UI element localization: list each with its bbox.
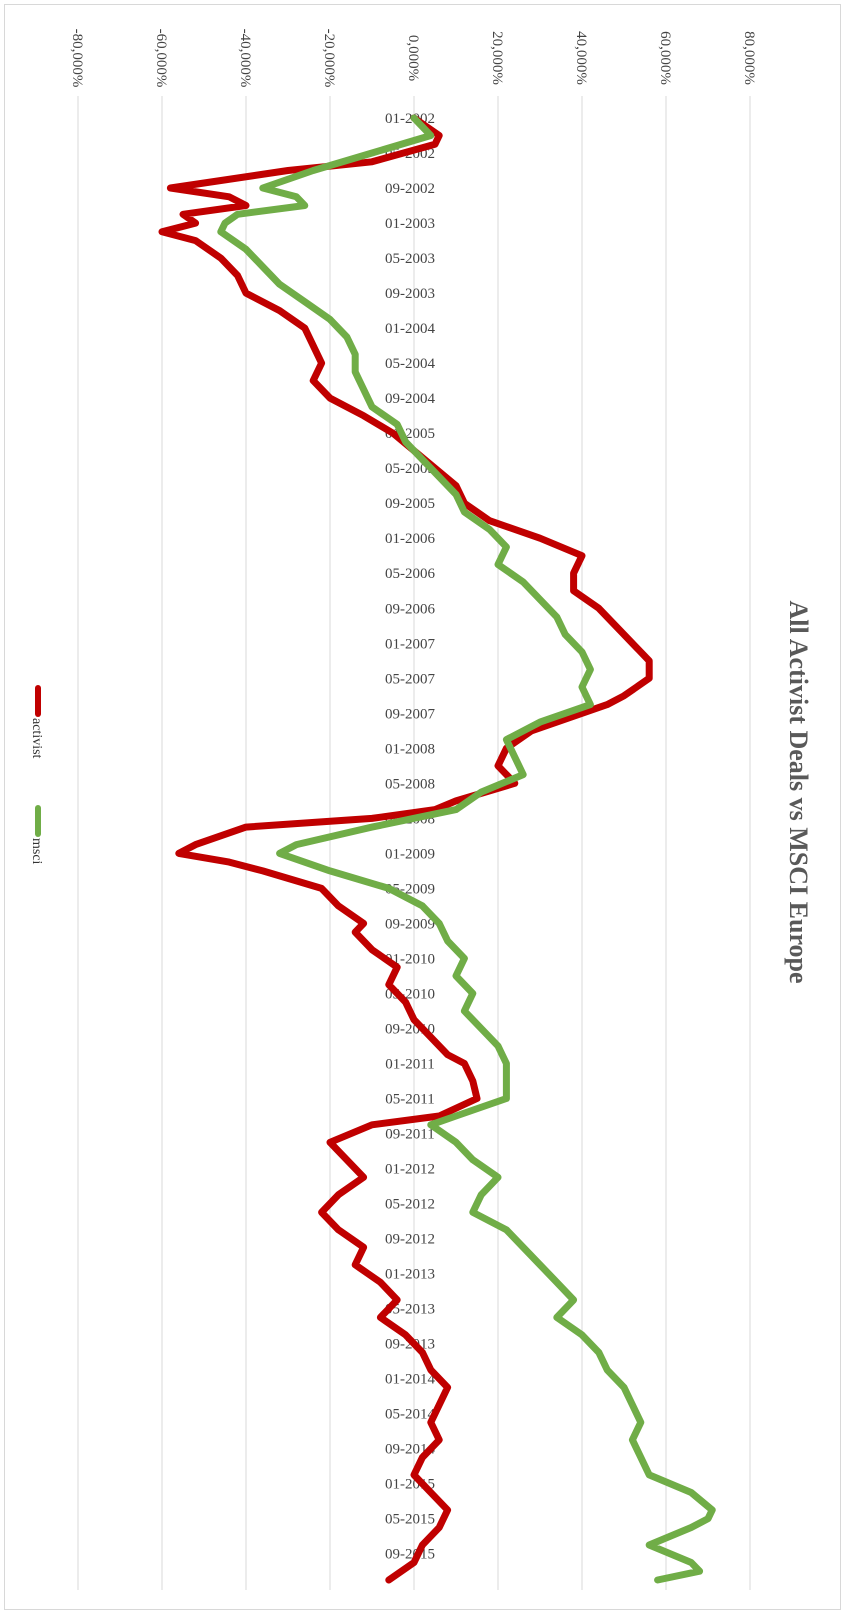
chart-frame [4,4,841,1610]
legend: activist msci [29,685,44,865]
category-tick-label: 01-2006 [385,531,435,547]
category-tick-label: 05-2012 [385,1197,435,1213]
category-tick-label: 09-2009 [385,916,435,932]
category-tick-label: 09-2011 [385,1127,434,1143]
category-tick-label: 05-2013 [385,1302,435,1318]
category-tick-label: 01-2007 [385,636,435,652]
value-tick-label: 0,000% [405,35,421,81]
value-tick-label: -40,000% [237,29,253,88]
category-tick-label: 09-2005 [385,496,435,512]
category-tick-label: 05-2004 [385,356,435,372]
category-axis: 01-200205-200209-200201-200305-200309-20… [385,111,435,1563]
category-tick-label: 01-2009 [385,846,435,862]
category-tick-label: 05-2005 [385,461,435,477]
category-tick-label: 01-2008 [385,741,435,757]
category-tick-label: 05-2006 [385,566,435,582]
category-tick-label: 05-2011 [385,1092,434,1108]
category-tick-label: 09-2012 [385,1232,435,1248]
category-tick-label: 01-2013 [385,1267,435,1283]
category-tick-label: 09-2002 [385,181,435,197]
category-tick-label: 05-2003 [385,251,435,267]
category-tick-label: 01-2012 [385,1162,435,1178]
category-tick-label: 09-2007 [385,706,435,722]
category-tick-label: 09-2003 [385,286,435,302]
category-tick-label: 05-2008 [385,776,435,792]
category-tick-label: 09-2006 [385,601,435,617]
category-tick-label: 01-2003 [385,216,435,232]
grid-layer [77,96,751,1590]
chart-title: All Activist Deals vs MSCI Europe [784,600,813,983]
value-axis: -80,000% -60,000% -40,000% -20,000% 0,000% 20… [69,29,757,88]
category-tick-label: 09-2015 [385,1547,435,1563]
category-tick-label: 01-2004 [385,321,435,337]
series-line-msci [217,114,716,1584]
category-tick-label: 01-2011 [385,1056,434,1072]
series-layer [158,114,716,1584]
category-tick-label: 09-2004 [385,391,435,407]
value-tick-label: -60,000% [153,29,169,88]
category-tick-label: 01-2014 [385,1372,435,1388]
category-tick-label: 05-2014 [385,1407,435,1423]
value-tick-label: 60,000% [657,31,673,85]
value-tick-label: 80,000% [741,31,757,85]
value-tick-label: 20,000% [489,31,505,85]
legend-label-activist: activist [29,718,44,759]
category-tick-label: 05-2015 [385,1512,435,1528]
legend-label-msci: msci [29,838,44,865]
value-tick-label: -20,000% [321,29,337,88]
series-line-activist [158,114,653,1584]
value-tick-label: -80,000% [69,29,85,88]
title-layer: All Activist Deals vs MSCI Europe [784,600,813,983]
category-tick-label: 05-2007 [385,671,435,687]
value-tick-label: 40,000% [573,31,589,85]
